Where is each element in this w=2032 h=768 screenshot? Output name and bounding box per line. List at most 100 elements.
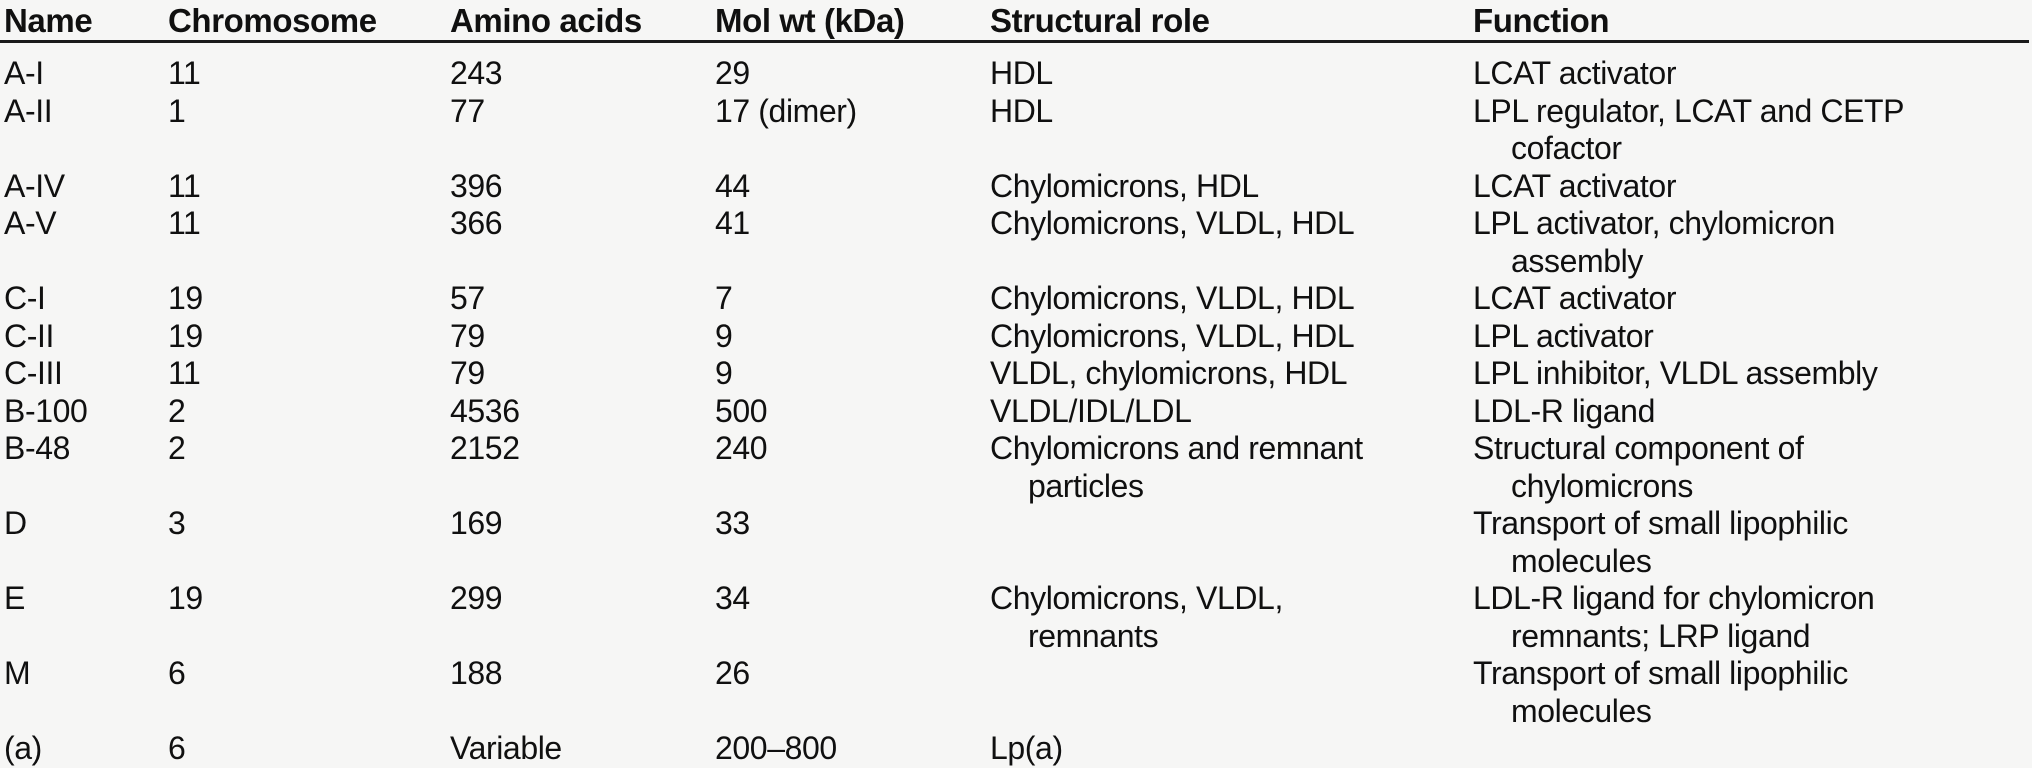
table-row: D 3 169 33 Transport of small lipophilic mole… — [4, 505, 2032, 580]
cell-amino-acids: 396 — [450, 168, 715, 206]
cell-chromosome: 11 — [168, 55, 450, 93]
cell-function: LPL activator — [1473, 318, 2032, 356]
cell-name: B-100 — [4, 393, 168, 431]
cell-line: C-I — [4, 280, 46, 316]
cell-name: (a) — [4, 730, 168, 768]
cell-line: LDL-R ligand for chylomicron — [1473, 580, 1875, 616]
cell-structural-role — [990, 655, 1473, 730]
cell-mol-wt: 9 — [715, 318, 990, 356]
cell-line-continuation: particles — [1028, 467, 1144, 504]
cell-structural-role: HDL — [990, 93, 1473, 168]
cell-function: LPL activator, chylomicron assembly — [1473, 205, 2032, 280]
cell-line: 11 — [168, 205, 201, 241]
cell-line-continuation: cofactor — [1511, 130, 1622, 166]
cell-line: 79 — [450, 355, 485, 391]
cell-name: C-II — [4, 318, 168, 356]
cell-name: A-I — [4, 55, 168, 93]
cell-name: C-III — [4, 355, 168, 393]
cell-line: 79 — [450, 317, 485, 354]
cell-amino-acids: 79 — [450, 318, 715, 356]
cell-structural-role: Chylomicrons, VLDL, HDL — [990, 205, 1473, 280]
cell-line: 26 — [715, 655, 750, 691]
cell-line: 77 — [450, 92, 485, 129]
cell-line: 19 — [168, 580, 203, 616]
cell-amino-acids: 366 — [450, 205, 715, 280]
cell-function: LDL-R ligand — [1473, 393, 2032, 431]
table-row: C-I 19 57 7 Chylomicrons, VLDL, HDL LCAT acti… — [4, 280, 2032, 318]
cell-amino-acids: 4536 — [450, 393, 715, 431]
cell-line: 2 — [168, 392, 186, 429]
cell-name: E — [4, 580, 168, 655]
cell-line: 34 — [715, 580, 750, 616]
cell-structural-role: Chylomicrons, VLDL, HDL — [990, 318, 1473, 356]
cell-line: 169 — [450, 505, 503, 541]
cell-line: 4536 — [450, 392, 520, 429]
cell-name: B-48 — [4, 430, 168, 505]
cell-line: LDL-R ligand — [1473, 392, 1655, 429]
cell-structural-role: VLDL/IDL/LDL — [990, 393, 1473, 431]
cell-line: Structural component of — [1473, 430, 1804, 466]
cell-amino-acids: Variable — [450, 730, 715, 768]
cell-function: LCAT activator — [1473, 55, 2032, 93]
cell-line: 29 — [715, 55, 750, 91]
cell-line-continuation: chylomicrons — [1511, 467, 1693, 504]
cell-mol-wt: 240 — [715, 430, 990, 505]
cell-line: LCAT activator — [1473, 167, 1677, 204]
cell-mol-wt: 33 — [715, 505, 990, 580]
cell-line: VLDL/IDL/LDL — [990, 392, 1192, 429]
cell-line: (a) — [4, 730, 42, 766]
cell-structural-role: Chylomicrons, VLDL, remnants — [990, 580, 1473, 655]
cell-chromosome: 3 — [168, 505, 450, 580]
cell-amino-acids: 57 — [450, 280, 715, 318]
cell-line: 44 — [715, 167, 750, 204]
cell-mol-wt: 9 — [715, 355, 990, 393]
table-row: A-V 11 366 41 Chylomicrons, VLDL, HDL LPL act… — [4, 205, 2032, 280]
cell-line: A-IV — [4, 167, 65, 204]
cell-function: LPL inhibitor, VLDL assembly — [1473, 355, 2032, 393]
cell-line: LCAT activator — [1473, 280, 1677, 316]
cell-chromosome: 19 — [168, 280, 450, 318]
cell-function — [1473, 730, 2032, 768]
table-row: A-IV 11 396 44 Chylomicrons, HDL LCAT activat… — [4, 168, 2032, 206]
cell-line: A-V — [4, 205, 57, 241]
cell-line: B-100 — [4, 392, 88, 429]
cell-line: VLDL, chylomicrons, HDL — [990, 355, 1348, 391]
cell-mol-wt: 44 — [715, 168, 990, 206]
cell-line: A-II — [4, 92, 53, 129]
cell-function: Structural component of chylomicrons — [1473, 430, 2032, 505]
cell-line: 57 — [450, 280, 485, 316]
column-header-mol-wt: Mol wt (kDa) — [715, 2, 905, 39]
cell-line: LPL activator, chylomicron — [1473, 205, 1835, 241]
cell-line: B-48 — [4, 430, 70, 466]
cell-name: A-IV — [4, 168, 168, 206]
cell-structural-role: Chylomicrons, HDL — [990, 168, 1473, 206]
cell-mol-wt: 29 — [715, 55, 990, 93]
column-header-amino-acids: Amino acids — [450, 2, 642, 39]
column-header-function: Function — [1473, 2, 1610, 39]
cell-mol-wt: 7 — [715, 280, 990, 318]
table-row: C-III 11 79 9 VLDL, chylomicrons, HDL LPL inh… — [4, 355, 2032, 393]
cell-amino-acids: 169 — [450, 505, 715, 580]
cell-line: Chylomicrons, VLDL, HDL — [990, 317, 1355, 354]
cell-line: 6 — [168, 655, 186, 691]
cell-chromosome: 11 — [168, 168, 450, 206]
cell-line: 396 — [450, 167, 503, 204]
cell-function: LDL-R ligand for chylomicron remnants; LR… — [1473, 580, 2032, 655]
cell-line: LPL inhibitor, VLDL assembly — [1473, 355, 1878, 391]
cell-line: Chylomicrons, VLDL, — [990, 580, 1283, 616]
cell-amino-acids: 299 — [450, 580, 715, 655]
cell-line: 11 — [168, 355, 201, 391]
cell-line: C-II — [4, 317, 54, 354]
cell-line: 366 — [450, 205, 503, 241]
cell-line: Transport of small lipophilic — [1473, 505, 1848, 541]
table-row: C-II 19 79 9 Chylomicrons, VLDL, HDL LPL acti… — [4, 318, 2032, 356]
cell-mol-wt: 41 — [715, 205, 990, 280]
cell-chromosome: 19 — [168, 318, 450, 356]
cell-line: M — [4, 655, 31, 691]
cell-line: 1 — [168, 92, 186, 129]
cell-line-continuation: remnants — [1028, 617, 1159, 654]
cell-chromosome: 2 — [168, 393, 450, 431]
cell-line: Lp(a) — [990, 730, 1063, 766]
cell-line: 240 — [715, 430, 768, 466]
column-header-structural-role: Structural role — [990, 2, 1210, 39]
